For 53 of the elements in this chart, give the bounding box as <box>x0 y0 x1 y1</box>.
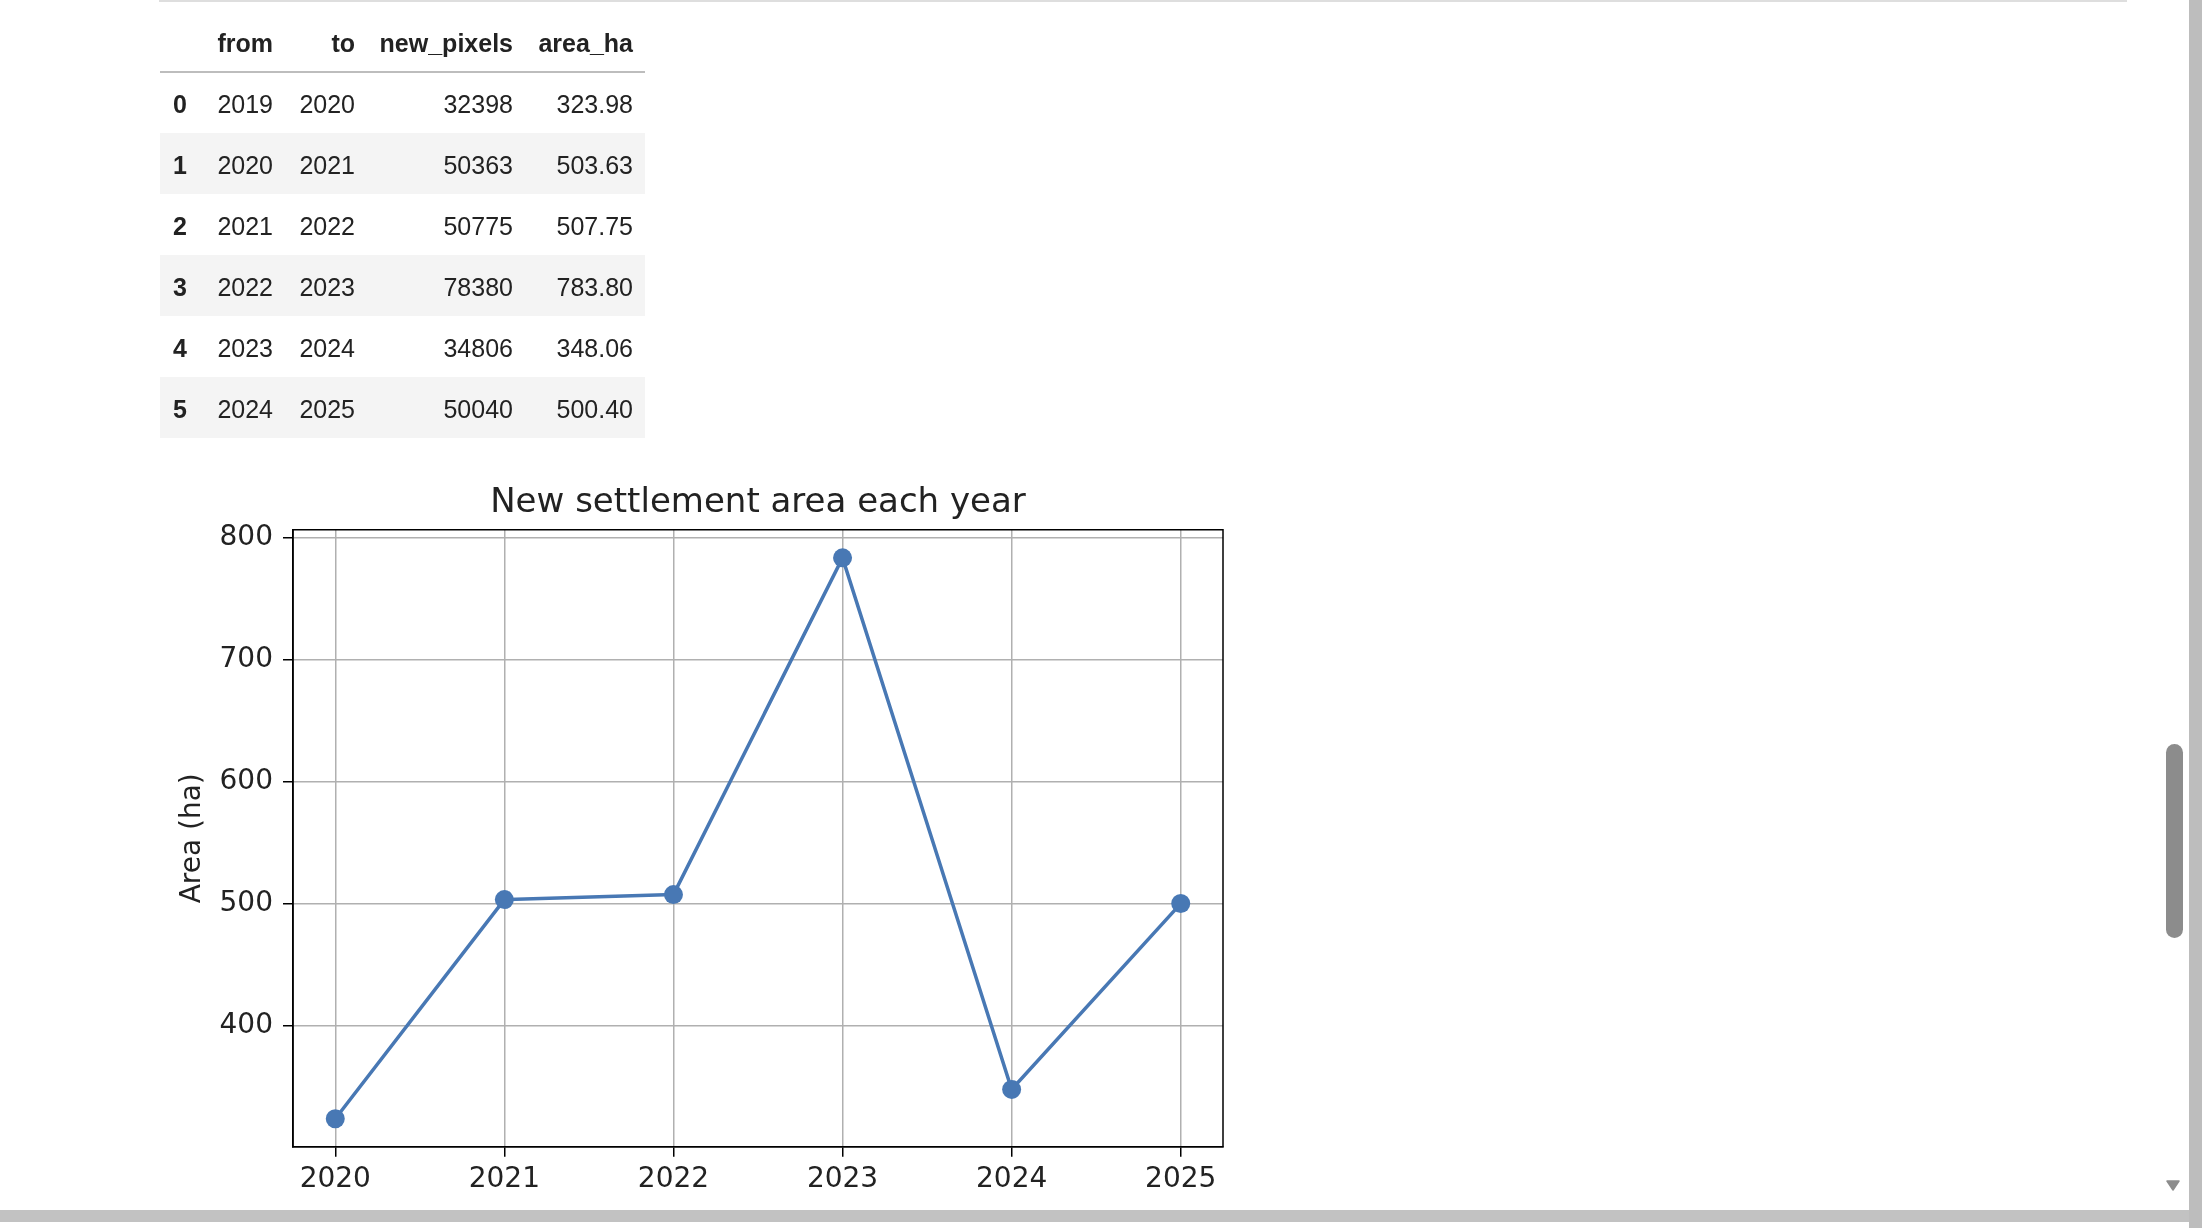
y-tick-label: 400 <box>219 1007 273 1041</box>
data-label: 2020 <box>216 149 274 181</box>
data-label: 2024 <box>216 393 274 425</box>
point <box>1171 894 1191 914</box>
y-tick-label: 3 <box>172 271 188 303</box>
data-label: 78380 <box>442 271 514 303</box>
x-tick-label: 2021 <box>468 1161 540 1195</box>
data-label: 32398 <box>442 89 514 120</box>
data-label: 2020 <box>298 89 356 120</box>
chart-title: New settlement area each year <box>490 480 1026 521</box>
x-tick-label: 2022 <box>637 1161 710 1195</box>
data-label: 2019 <box>216 89 274 120</box>
data-label: 348.06 <box>555 332 634 364</box>
x-tick-label: 2024 <box>976 1161 1048 1195</box>
data-label: 2022 <box>216 271 274 303</box>
y-tick-label: 700 <box>219 641 273 675</box>
data-label: 2021 <box>298 149 356 181</box>
x-tick-label: to <box>285 15 367 72</box>
data-label: 323.98 <box>555 89 634 120</box>
x-tick-label: 2020 <box>299 1161 371 1195</box>
y-tick-label: 2 <box>172 210 188 242</box>
y-tick-label: 4 <box>172 332 188 364</box>
data-label: 500.40 <box>555 393 634 425</box>
point <box>1002 1080 1022 1100</box>
y-tick-label: 500 <box>219 885 273 919</box>
data-label: 2024 <box>298 332 356 364</box>
data-label: 783.80 <box>555 271 634 303</box>
x-tick-label: from <box>205 15 285 72</box>
data-label: 2023 <box>298 271 356 303</box>
y-tick-label: 5 <box>172 393 188 425</box>
y-tick-label: 600 <box>219 763 273 797</box>
data-label: 2022 <box>298 210 356 242</box>
x-tick-label: new_pixels <box>367 15 525 72</box>
x-tick-label: area_ha <box>525 15 645 72</box>
y-axis-title: Area (ha) <box>174 773 208 904</box>
data-label: 34806 <box>442 332 514 364</box>
x-tick-label: 2025 <box>1145 1161 1217 1195</box>
point <box>833 548 853 568</box>
data-label: 2023 <box>216 332 274 364</box>
data-label: 50363 <box>442 149 514 181</box>
data-label: 2025 <box>298 393 356 425</box>
y-tick-label: 800 <box>219 519 273 553</box>
data-label: 507.75 <box>555 210 634 242</box>
data-label: 50775 <box>442 210 514 242</box>
point <box>494 890 514 910</box>
y-tick-label: 1 <box>172 149 188 181</box>
y-tick-label: 0 <box>172 89 188 120</box>
data-label: 503.63 <box>555 149 634 181</box>
data-label: 50040 <box>442 393 514 425</box>
point <box>663 885 683 905</box>
data-label: 2021 <box>216 210 274 242</box>
x-tick-label: 2023 <box>806 1161 879 1195</box>
point <box>325 1109 345 1129</box>
